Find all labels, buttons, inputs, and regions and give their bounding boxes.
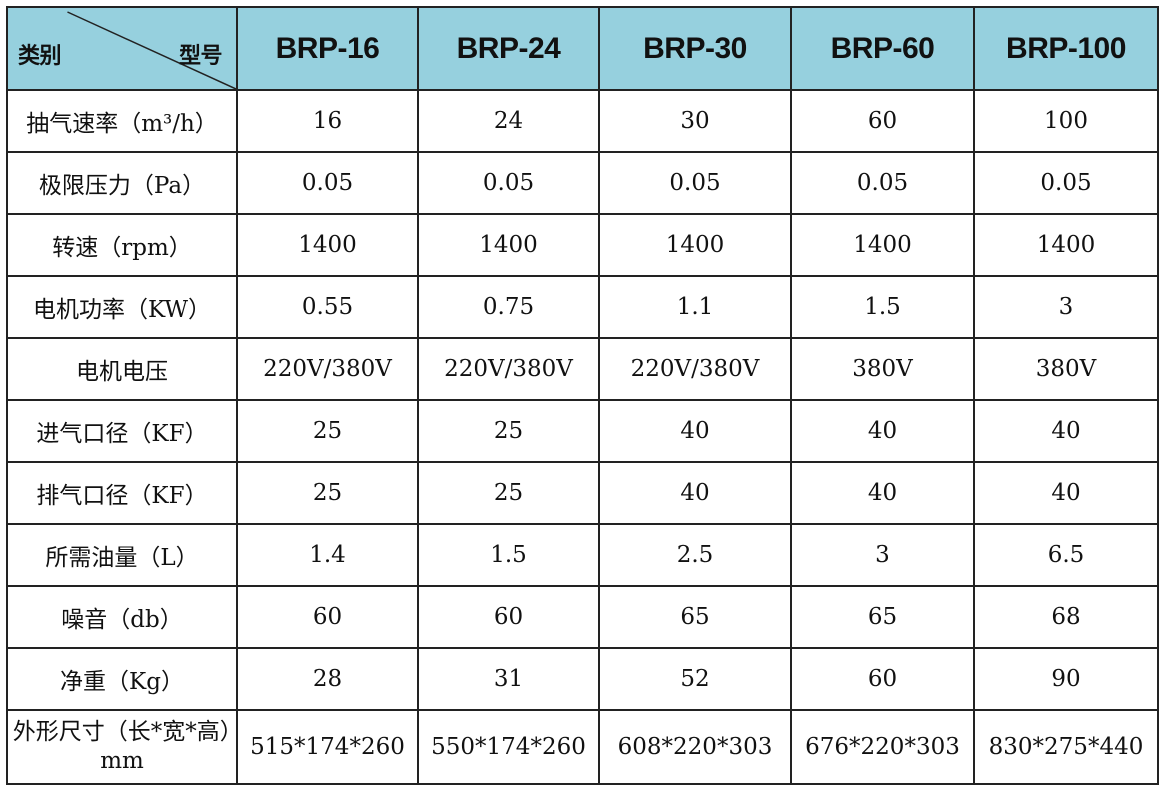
cell: 65 xyxy=(790,585,975,649)
cell: 30 xyxy=(598,89,792,153)
cell: 1400 xyxy=(790,213,975,277)
cell: 1400 xyxy=(236,213,419,277)
table-row: 进气口径（KF） 25 25 40 40 40 xyxy=(6,399,1159,463)
cell: 1400 xyxy=(973,213,1159,277)
cell: 0.05 xyxy=(236,151,419,215)
cell: 40 xyxy=(598,399,792,463)
table-row: 电机功率（KW） 0.55 0.75 1.1 1.5 3 xyxy=(6,275,1159,339)
cell: 1.5 xyxy=(417,523,600,587)
cell: 100 xyxy=(973,89,1159,153)
model-header: BRP-30 xyxy=(598,6,792,91)
cell: 90 xyxy=(973,647,1159,711)
cell: 1400 xyxy=(598,213,792,277)
table-row: 电机电压 220V/380V 220V/380V 220V/380V 380V 380V xyxy=(6,337,1159,401)
cell: 52 xyxy=(598,647,792,711)
cell: 0.55 xyxy=(236,275,419,339)
row-label: 抽气速率（m³/h） xyxy=(6,89,238,153)
cell: 0.05 xyxy=(598,151,792,215)
cell: 515*174*260 xyxy=(236,709,419,785)
cell: 25 xyxy=(236,461,419,525)
row-label: 排气口径（KF） xyxy=(6,461,238,525)
cell: 0.05 xyxy=(790,151,975,215)
corner-cell: 类别 型号 xyxy=(6,6,238,91)
cell: 28 xyxy=(236,647,419,711)
row-label: 净重（Kg） xyxy=(6,647,238,711)
cell: 0.05 xyxy=(973,151,1159,215)
table-row: 噪音（db） 60 60 65 65 68 xyxy=(6,585,1159,649)
row-label: 进气口径（KF） xyxy=(6,399,238,463)
table-row: 排气口径（KF） 25 25 40 40 40 xyxy=(6,461,1159,525)
cell: 830*275*440 xyxy=(973,709,1159,785)
row-label: 极限压力（Pa） xyxy=(6,151,238,215)
cell: 220V/380V xyxy=(598,337,792,401)
row-label: 噪音（db） xyxy=(6,585,238,649)
header-row: 类别 型号 BRP-16 BRP-24 BRP-30 BRP-60 BRP-100 xyxy=(6,6,1159,91)
cell: 40 xyxy=(598,461,792,525)
table-body: 抽气速率（m³/h） 16 24 30 60 100 极限压力（Pa） 0.05 0.05 0.0… xyxy=(6,89,1159,785)
cell: 1400 xyxy=(417,213,600,277)
cell: 380V xyxy=(973,337,1159,401)
cell: 31 xyxy=(417,647,600,711)
cell: 25 xyxy=(236,399,419,463)
cell: 0.05 xyxy=(417,151,600,215)
cell: 220V/380V xyxy=(236,337,419,401)
table-row: 外形尺寸（长*宽*高）mm 515*174*260 550*174*260 608*2… xyxy=(6,709,1159,785)
cell: 24 xyxy=(417,89,600,153)
cell: 3 xyxy=(790,523,975,587)
table-row: 净重（Kg） 28 31 52 60 90 xyxy=(6,647,1159,711)
row-label: 电机功率（KW） xyxy=(6,275,238,339)
cell: 40 xyxy=(790,461,975,525)
model-header: BRP-60 xyxy=(790,6,975,91)
cell: 40 xyxy=(973,399,1159,463)
cell: 380V xyxy=(790,337,975,401)
page: 类别 型号 BRP-16 BRP-24 BRP-30 BRP-60 BRP-100 抽气… xyxy=(6,6,1159,785)
cell: 68 xyxy=(973,585,1159,649)
table-row: 极限压力（Pa） 0.05 0.05 0.05 0.05 0.05 xyxy=(6,151,1159,215)
cell: 220V/380V xyxy=(417,337,600,401)
corner-left: 类别 xyxy=(18,44,62,69)
cell: 60 xyxy=(790,647,975,711)
row-label: 电机电压 xyxy=(6,337,238,401)
cell: 2.5 xyxy=(598,523,792,587)
model-header: BRP-100 xyxy=(973,6,1159,91)
row-label: 所需油量（L） xyxy=(6,523,238,587)
cell: 6.5 xyxy=(973,523,1159,587)
cell: 60 xyxy=(236,585,419,649)
table-row: 所需油量（L） 1.4 1.5 2.5 3 6.5 xyxy=(6,523,1159,587)
cell: 3 xyxy=(973,275,1159,339)
cell: 550*174*260 xyxy=(417,709,600,785)
cell: 60 xyxy=(417,585,600,649)
cell: 1.1 xyxy=(598,275,792,339)
table-row: 抽气速率（m³/h） 16 24 30 60 100 xyxy=(6,89,1159,153)
spec-table: 类别 型号 BRP-16 BRP-24 BRP-30 BRP-60 BRP-100 抽气… xyxy=(6,6,1159,785)
cell: 25 xyxy=(417,461,600,525)
table-row: 转速（rpm） 1400 1400 1400 1400 1400 xyxy=(6,213,1159,277)
row-label: 转速（rpm） xyxy=(6,213,238,277)
cell: 40 xyxy=(973,461,1159,525)
cell: 608*220*303 xyxy=(598,709,792,785)
cell: 40 xyxy=(790,399,975,463)
corner-right: 型号 xyxy=(178,44,223,69)
cell: 65 xyxy=(598,585,792,649)
model-header: BRP-16 xyxy=(236,6,419,91)
row-label: 外形尺寸（长*宽*高）mm xyxy=(6,709,238,785)
cell: 60 xyxy=(790,89,975,153)
cell: 0.75 xyxy=(417,275,600,339)
model-header: BRP-24 xyxy=(417,6,600,91)
diagonal xyxy=(67,11,236,89)
cell: 25 xyxy=(417,399,600,463)
cell: 1.4 xyxy=(236,523,419,587)
cell: 1.5 xyxy=(790,275,975,339)
cell: 16 xyxy=(236,89,419,153)
cell: 676*220*303 xyxy=(790,709,975,785)
